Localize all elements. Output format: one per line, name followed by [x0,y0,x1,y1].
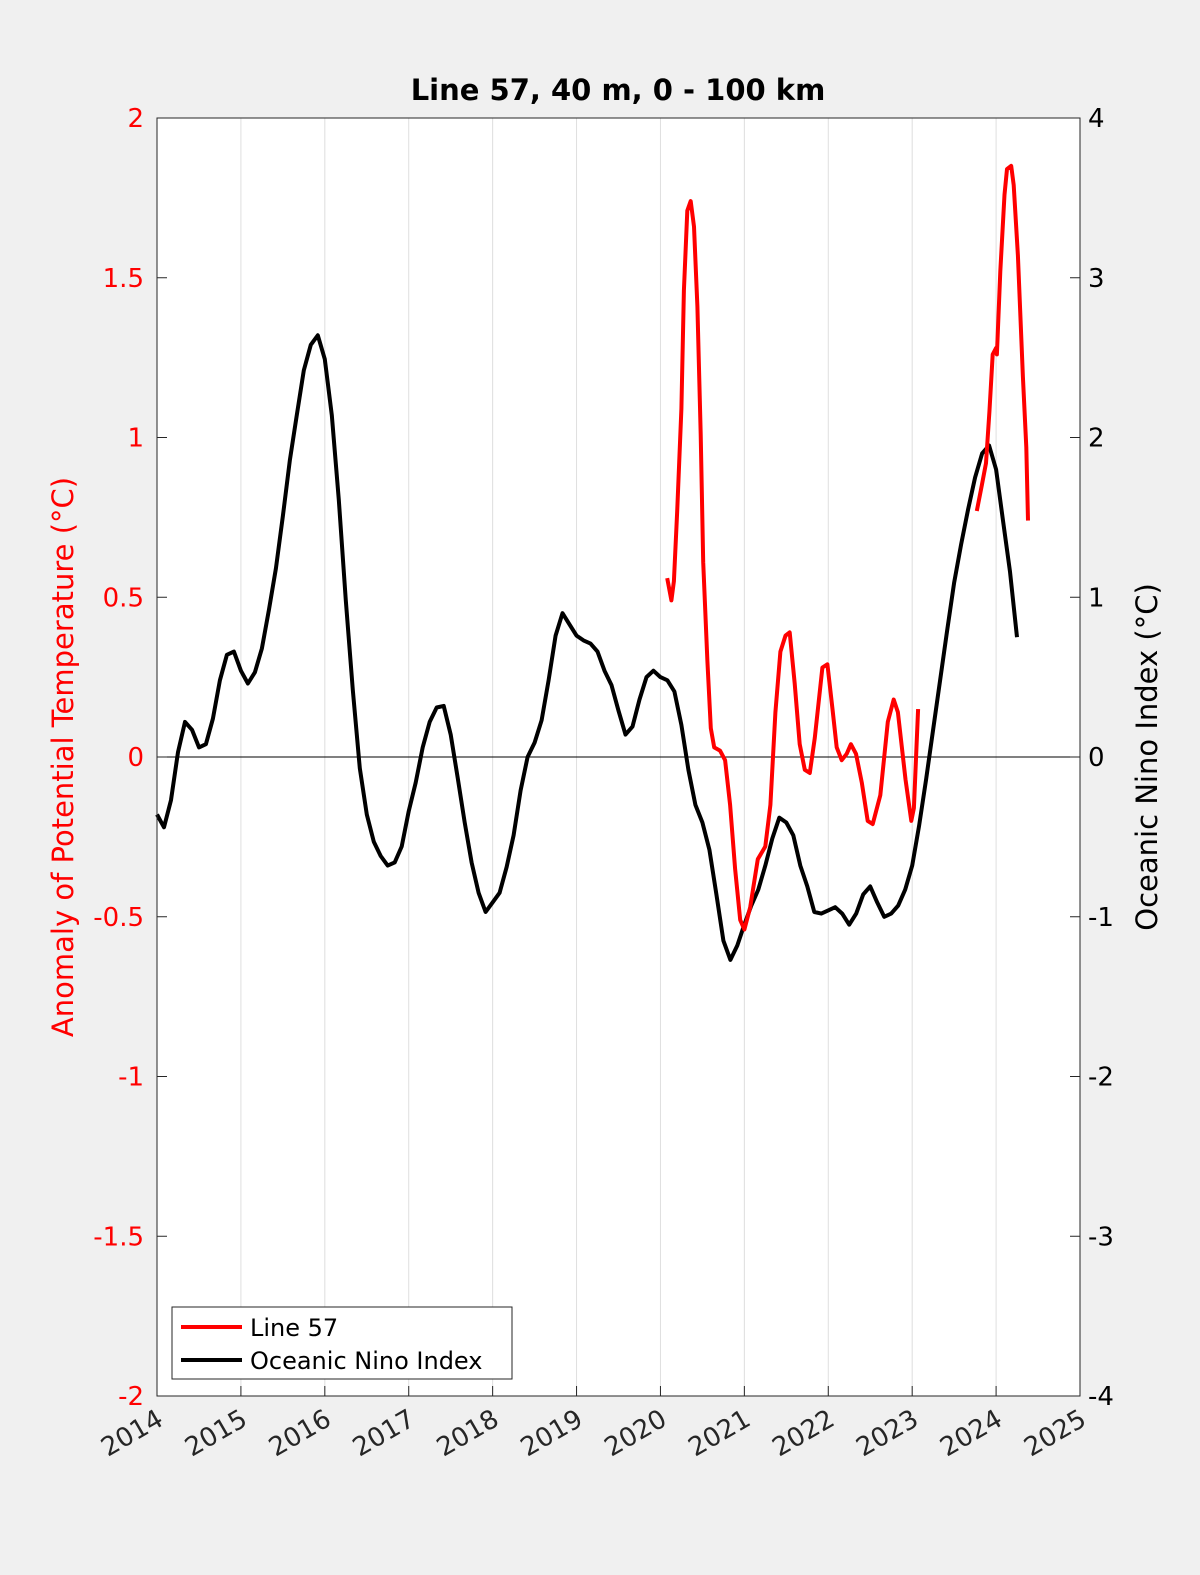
y-left-tick-label: -1 [118,1063,144,1093]
chart-title: Line 57, 40 m, 0 - 100 km [411,73,826,107]
legend: Line 57 Oceanic Nino Index [171,1306,513,1380]
y-left-tick-label: 1.5 [103,264,144,294]
legend-box [171,1306,513,1380]
y-left-tick-label: 0.5 [103,583,144,613]
y-right-tick-label: -4 [1088,1382,1114,1412]
y-right-tick-label: 1 [1088,583,1105,613]
y-left-tick-label: -2 [118,1382,144,1412]
y-left-tick-label: 2 [127,104,144,134]
y-left-tick-label: -0.5 [93,903,144,933]
y-right-tick-label: 2 [1088,424,1105,454]
series-line-oceanic-nino-index [155,333,1019,962]
y-right-label: Oceanic Nino Index (°C) [1130,583,1164,931]
y-left-label: Anomaly of Potential Temperature (°C) [46,477,80,1037]
y-left-tick-label: -1.5 [93,1222,144,1252]
y-right-tick-label: 0 [1088,743,1105,773]
series-line-line-57 [665,163,1030,932]
y-left-tick-label: 0 [127,743,144,773]
series-group [155,163,1030,962]
y-right-tick-label: 4 [1088,104,1105,134]
y-left-tick-label: 1 [127,424,144,454]
legend-label-oni: Oceanic Nino Index [250,1347,482,1375]
y-right-tick-label: -3 [1088,1222,1114,1252]
legend-label-line57: Line 57 [250,1314,338,1342]
y-right-tick-label: -2 [1088,1063,1114,1093]
y-right-tick-label: -1 [1088,903,1114,933]
y-right-tick-label: 3 [1088,264,1105,294]
